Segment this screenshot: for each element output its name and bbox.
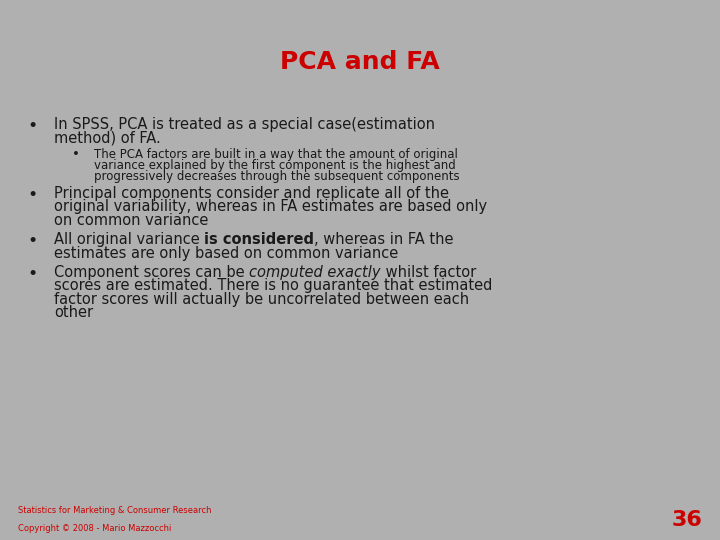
Text: estimates are only based on common variance: estimates are only based on common varia… (54, 246, 398, 261)
Text: 36: 36 (671, 510, 702, 530)
Text: computed exactly: computed exactly (249, 265, 381, 280)
Text: •: • (27, 186, 37, 204)
Text: other: other (54, 305, 93, 320)
Text: is considered: is considered (204, 232, 315, 247)
Text: The PCA factors are built in a way that the amount of original: The PCA factors are built in a way that … (94, 148, 457, 161)
Text: , whereas in FA the: , whereas in FA the (315, 232, 454, 247)
Text: •: • (27, 265, 37, 283)
Text: factor scores will actually be uncorrelated between each: factor scores will actually be uncorrela… (54, 292, 469, 307)
Text: whilst factor: whilst factor (381, 265, 476, 280)
Text: progressively decreases through the subsequent components: progressively decreases through the subs… (94, 170, 459, 183)
Text: Principal components consider and replicate all of the: Principal components consider and replic… (54, 186, 449, 201)
Text: Component scores can be: Component scores can be (54, 265, 249, 280)
Text: on common variance: on common variance (54, 213, 208, 228)
Text: PCA and FA: PCA and FA (280, 50, 440, 74)
Text: Copyright © 2008 - Mario Mazzocchi: Copyright © 2008 - Mario Mazzocchi (18, 524, 171, 533)
Text: In SPSS, PCA is treated as a special case(estimation: In SPSS, PCA is treated as a special cas… (54, 117, 435, 132)
Text: •: • (72, 148, 79, 161)
Text: •: • (27, 117, 37, 136)
Text: method) of FA.: method) of FA. (54, 131, 161, 146)
Text: •: • (27, 232, 37, 250)
Text: scores are estimated. There is no guarantee that estimated: scores are estimated. There is no guaran… (54, 278, 492, 293)
Text: original variability, whereas in FA estimates are based only: original variability, whereas in FA esti… (54, 199, 487, 214)
Text: All original variance: All original variance (54, 232, 204, 247)
Text: Statistics for Marketing & Consumer Research: Statistics for Marketing & Consumer Rese… (18, 507, 212, 515)
Text: variance explained by the first component is the highest and: variance explained by the first componen… (94, 159, 455, 172)
